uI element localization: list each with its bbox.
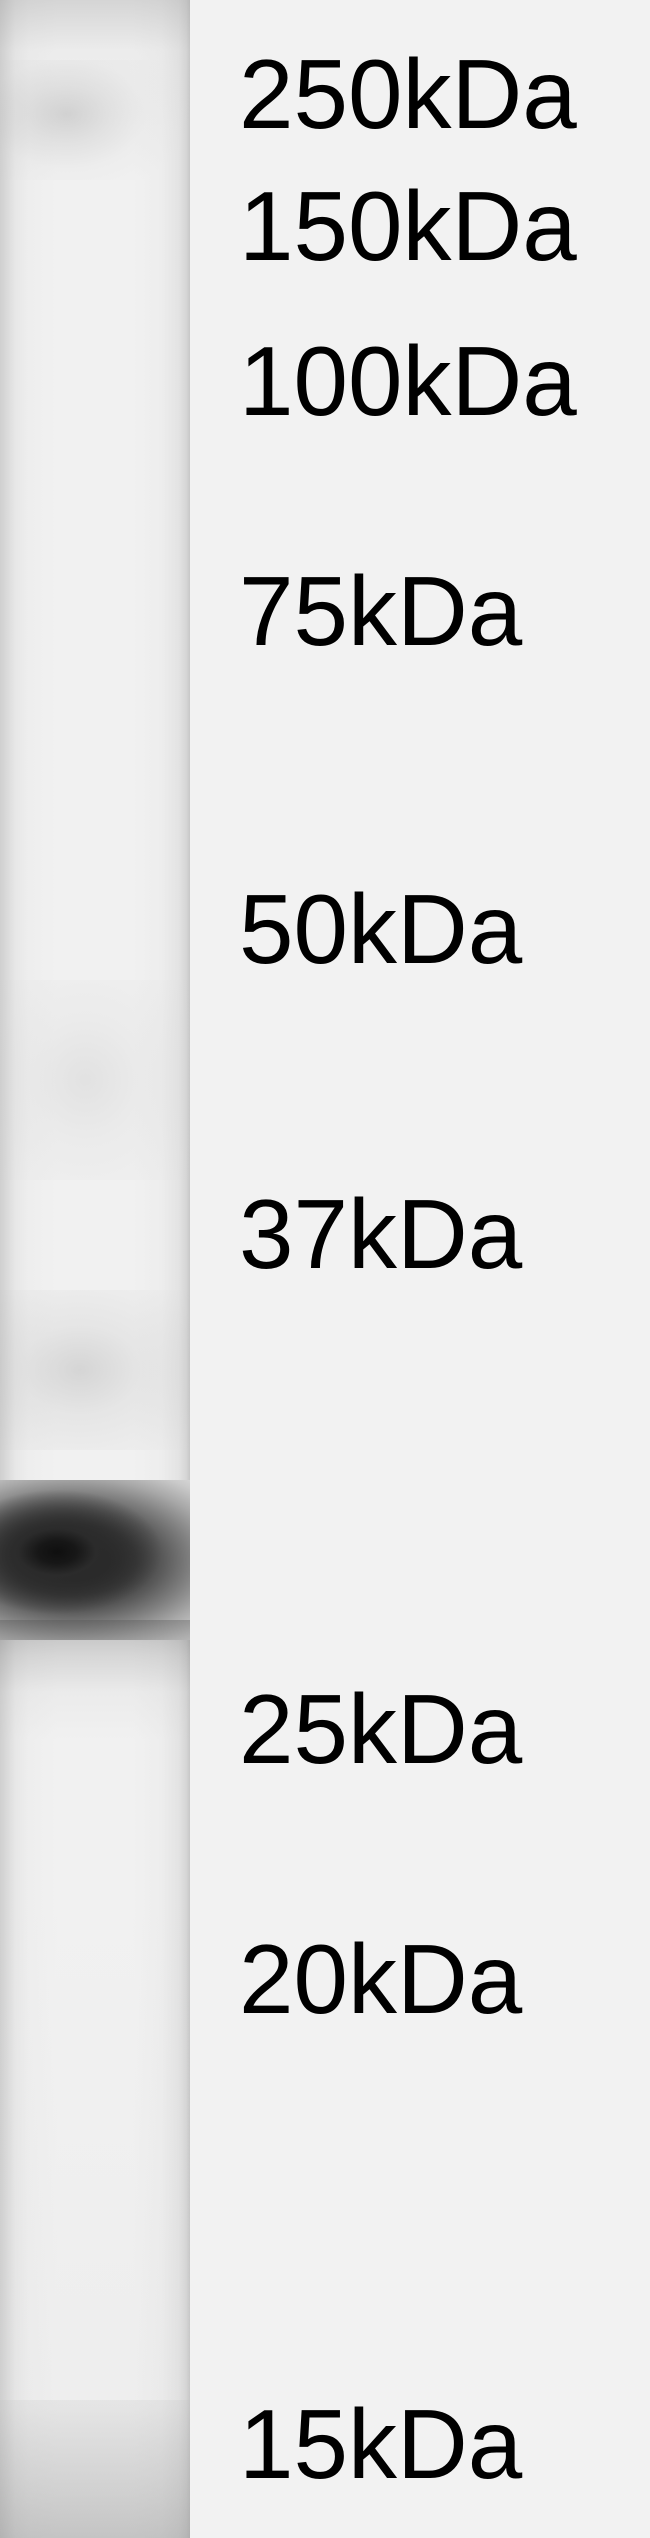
mw-label-250: 250kDa: [239, 45, 577, 143]
blot-canvas: 250kDa 150kDa 100kDa 75kDa 50kDa 37kDa 2…: [0, 0, 650, 2538]
mw-label-50: 50kDa: [239, 880, 522, 978]
mw-label-100: 100kDa: [239, 332, 577, 430]
mw-label-75: 75kDa: [239, 562, 522, 660]
protein-band: [0, 1480, 190, 1640]
protein-band-core: [0, 1480, 190, 1640]
lane-artifact: [0, 60, 190, 180]
band-trailing-smear: [0, 1620, 190, 1740]
lane-artifact: [0, 2400, 190, 2538]
blot-lane: [0, 0, 190, 2538]
mw-label-150: 150kDa: [239, 177, 577, 275]
mw-label-20: 20kDa: [239, 1930, 522, 2028]
mw-label-37: 37kDa: [239, 1185, 522, 1283]
lane-artifact: [0, 980, 190, 1180]
lane-artifact: [0, 1290, 190, 1450]
mw-label-15: 15kDa: [239, 2395, 522, 2493]
lane-vertical-overlay: [0, 0, 190, 2538]
mw-label-25: 25kDa: [239, 1680, 522, 1778]
